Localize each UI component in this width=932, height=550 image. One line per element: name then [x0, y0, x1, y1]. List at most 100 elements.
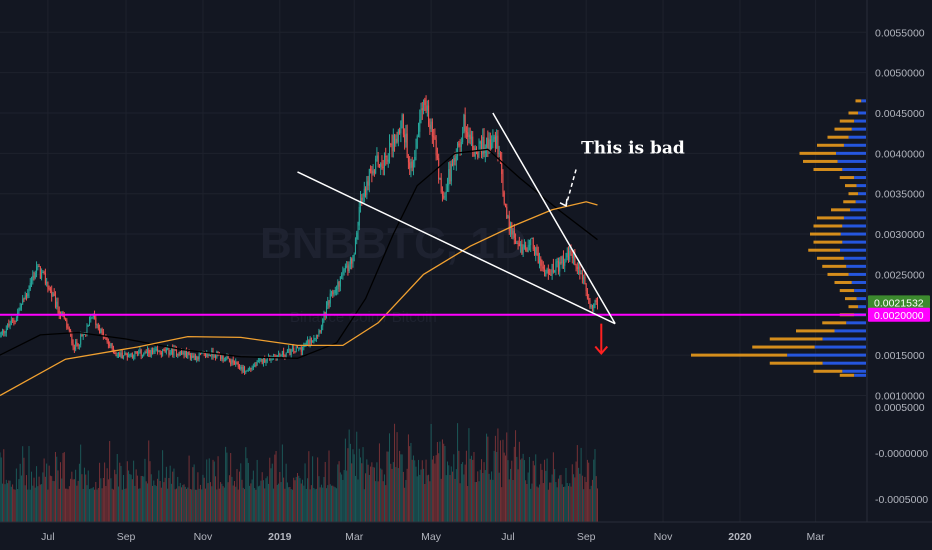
volume-bar	[77, 480, 79, 522]
profile-bar-sell	[813, 167, 843, 171]
volume-bar	[181, 487, 183, 522]
volume-bar	[0, 457, 2, 522]
candle-body	[542, 266, 544, 269]
volume-bar	[508, 479, 510, 522]
volume-bar	[25, 475, 27, 522]
volume-bar	[429, 481, 431, 522]
candle-body	[367, 181, 369, 186]
volume-bar	[405, 479, 407, 522]
candle-body	[378, 164, 380, 167]
volume-bar	[319, 487, 321, 522]
candle-body	[184, 350, 186, 356]
profile-bar-buy	[814, 345, 866, 349]
candle-body	[566, 252, 568, 258]
time-axis-panel[interactable]	[0, 522, 932, 550]
candle-body	[100, 329, 102, 334]
volume-bar	[264, 488, 266, 522]
volume-bar	[503, 452, 505, 522]
volume-bar	[547, 489, 549, 522]
candle-body	[460, 142, 462, 147]
volume-bar	[328, 450, 330, 522]
candle-body	[117, 353, 119, 356]
volume-bar	[191, 489, 193, 522]
volume-bar	[312, 456, 314, 522]
price-axis[interactable]: 0.0055000 0.0050000 0.0045000 0.0040000 0.00…	[875, 27, 925, 402]
volume-bar	[57, 470, 59, 522]
candle-body	[536, 247, 538, 254]
candle-body	[124, 352, 126, 356]
volume-bar	[303, 485, 305, 522]
candle-body	[104, 337, 106, 339]
candle-body	[135, 351, 137, 353]
volume-bar	[368, 474, 370, 522]
volume-bar	[100, 478, 102, 522]
price-axis-panel[interactable]	[867, 0, 932, 522]
volume-bar	[535, 454, 537, 522]
volume-bar	[13, 489, 15, 522]
candle-body	[589, 299, 591, 308]
candle-body	[552, 263, 554, 273]
candle-body	[327, 301, 329, 306]
volume-bar	[520, 459, 522, 522]
volume-bar	[212, 459, 214, 522]
candle-body	[470, 136, 472, 139]
volume-bar	[284, 488, 286, 522]
candle-body	[434, 137, 436, 140]
volume-bar	[289, 486, 291, 522]
volume-bar	[54, 451, 56, 522]
profile-bar-sell	[855, 99, 862, 103]
volume-bar	[273, 488, 275, 522]
candle-body	[397, 130, 399, 142]
annotation-arrowhead	[559, 198, 568, 207]
candle-body	[38, 266, 40, 268]
candle-body	[463, 114, 465, 133]
candle-body	[191, 355, 193, 359]
volume-bar	[327, 485, 329, 522]
time-axis[interactable]: Jul Sep Nov 2019 Mar May Jul Sep Nov 2020 Mar	[41, 531, 825, 543]
price-tick-label: 0.0045000	[875, 108, 925, 120]
volume-bar	[202, 474, 204, 522]
profile-bar-buy	[822, 361, 866, 365]
candle-body	[494, 136, 496, 149]
down-arrowhead	[594, 345, 609, 356]
candle-body	[290, 349, 292, 356]
volume-bar	[386, 451, 388, 522]
candle-body	[146, 349, 148, 354]
volume-bar	[579, 473, 581, 522]
volume-bar	[420, 469, 422, 522]
volume-bar	[464, 464, 466, 522]
candle-body	[285, 352, 287, 357]
candle-body	[288, 348, 290, 351]
candle-body	[228, 358, 230, 361]
candle-body	[332, 291, 334, 295]
candle-body	[357, 225, 359, 233]
profile-bar-sell	[848, 192, 859, 196]
volume-bar	[502, 439, 504, 522]
candle-body	[537, 253, 539, 264]
candle-body	[121, 352, 123, 359]
volume-bar	[39, 484, 41, 522]
volume-bar	[568, 486, 570, 522]
candle-body	[216, 351, 218, 358]
volume-bar	[482, 473, 484, 522]
profile-bar-sell	[813, 240, 843, 244]
candle-body	[574, 253, 576, 266]
volume-bar	[385, 485, 387, 522]
candle-body	[544, 268, 546, 277]
candle-body	[123, 355, 125, 359]
profile-bar-buy	[858, 111, 866, 115]
candle-body	[372, 170, 374, 174]
volume-bar	[516, 456, 518, 522]
candle-body	[99, 328, 101, 334]
candle-body	[392, 135, 394, 152]
candle-body	[564, 262, 566, 266]
volume-bar	[256, 459, 258, 522]
volume-bar	[554, 469, 556, 522]
candle-body	[551, 263, 553, 276]
volume-bar	[542, 483, 544, 522]
trendlines[interactable]	[297, 112, 616, 325]
candle-body	[261, 359, 263, 364]
candle-body	[126, 353, 128, 358]
